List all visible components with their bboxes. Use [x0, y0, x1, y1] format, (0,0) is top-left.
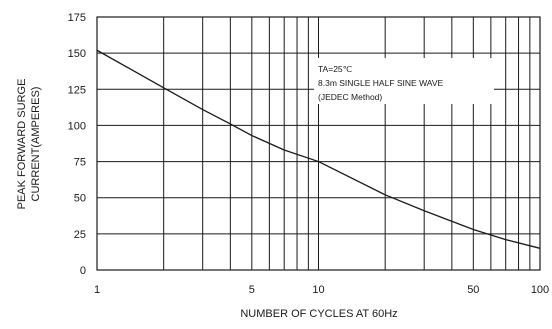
x-tick-label: 5 — [249, 284, 255, 296]
frame-layer — [96, 16, 541, 271]
y-axis-title-line-1: PEAK FORWARD SURGE — [16, 79, 28, 210]
annotation-line-wave: 8.3m SINGLE HALF SINE WAVE — [318, 78, 444, 88]
plot-frame — [96, 16, 541, 271]
y-tick-label: 150 — [68, 48, 86, 60]
y-tick-label: 0 — [80, 265, 86, 277]
y-tick-label: 50 — [74, 193, 86, 205]
series-line-0 — [96, 49, 541, 249]
x-tick-label: 10 — [312, 284, 324, 296]
tick-layer: 1 5 10 50 100 0 25 50 75 100 125 150 175 — [68, 12, 550, 296]
series-layer — [96, 49, 541, 249]
annotation-line-temp: TA=25℃ — [318, 64, 353, 74]
y-tick-label: 25 — [74, 229, 86, 241]
annotation-layer: TA=25℃ 8.3m SINGLE HALF SINE WAVE (JEDEC… — [314, 58, 494, 104]
grid-layer — [97, 17, 540, 270]
y-tick-label: 175 — [68, 12, 86, 24]
annotation-box — [314, 58, 494, 104]
x-axis-title: NUMBER OF CYCLES AT 60Hz — [240, 308, 397, 320]
x-tick-label: 100 — [531, 284, 549, 296]
y-tick-label: 125 — [68, 84, 86, 96]
x-tick-label: 50 — [467, 284, 479, 296]
x-tick-label: 1 — [94, 284, 100, 296]
y-tick-label: 100 — [68, 120, 86, 132]
y-tick-label: 75 — [74, 157, 86, 169]
annotation-line-method: (JEDEC Method) — [318, 92, 382, 102]
y-axis-title-line-2: CURRENT(AMPERES) — [30, 87, 42, 202]
